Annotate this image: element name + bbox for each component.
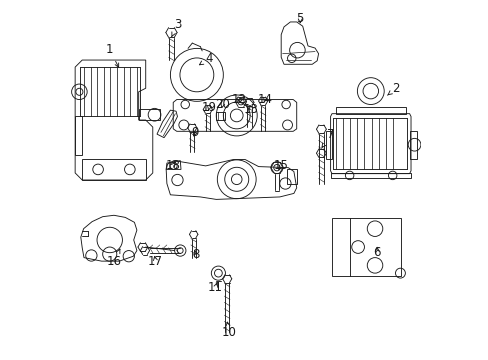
Text: 15: 15 [274,159,288,172]
Text: 12: 12 [231,93,246,106]
Text: 20: 20 [215,98,229,111]
Text: 17: 17 [148,255,163,267]
Text: 1: 1 [106,43,119,67]
Text: 11: 11 [208,281,223,294]
Text: 6: 6 [373,246,380,259]
Text: 10: 10 [221,322,236,339]
Text: 19: 19 [202,101,216,114]
Text: 18: 18 [165,159,180,172]
Text: 14: 14 [257,93,272,106]
Text: 9: 9 [191,126,199,139]
Text: 3: 3 [171,18,181,37]
Text: 2: 2 [386,82,399,95]
Text: 8: 8 [192,248,199,261]
Text: 7: 7 [321,129,334,148]
Text: 4: 4 [199,52,213,65]
Text: 16: 16 [106,249,121,267]
Text: 13: 13 [244,103,259,116]
Text: 5: 5 [296,12,304,25]
